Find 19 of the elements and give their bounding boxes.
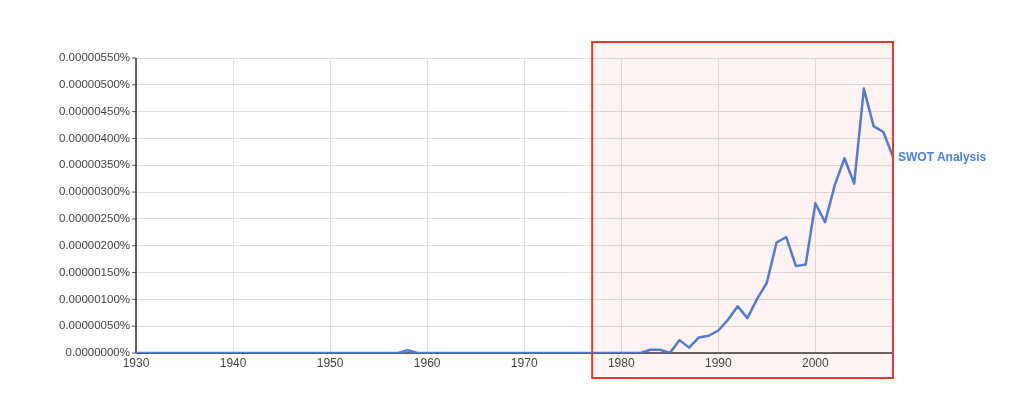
y-tick-label: 0.00000350% — [59, 158, 130, 171]
y-tick-label: 0.00000500% — [59, 77, 130, 90]
y-tick-label: 0.00000050% — [59, 319, 130, 332]
x-tick-label: 1980 — [607, 355, 635, 370]
y-tick-label: 0.00000400% — [59, 131, 130, 144]
y-tick-label: 0.00000550% — [59, 51, 130, 64]
x-tick-label: 1950 — [316, 355, 344, 370]
x-tick-label: 1970 — [510, 355, 538, 370]
y-tick-label: 0.00000450% — [59, 104, 130, 117]
y-tick-label: 0.00000100% — [59, 292, 130, 305]
series-label: SWOT Analysis — [898, 150, 987, 164]
x-tick-label: 1960 — [413, 355, 441, 370]
x-tick-label: 2000 — [802, 355, 830, 370]
x-tick-label: 1940 — [219, 355, 247, 370]
y-tick-label: 0.00000200% — [59, 238, 130, 251]
y-tick-label: 0.00000300% — [59, 185, 130, 198]
x-tick-label: 1990 — [704, 355, 732, 370]
y-tick-label: 0.00000250% — [59, 212, 130, 225]
y-tick-label: 0.00000150% — [59, 265, 130, 278]
